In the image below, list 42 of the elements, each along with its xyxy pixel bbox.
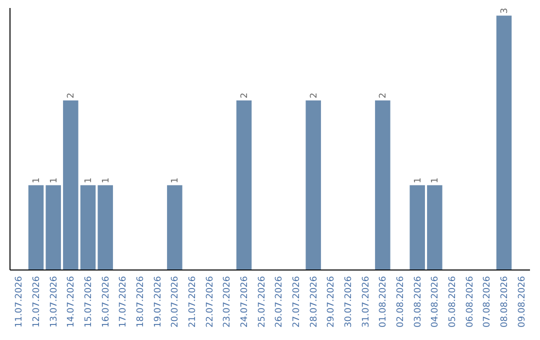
x-tick-label: 08.08.2026 [500,276,510,328]
x-tick-label: 30.07.2026 [344,276,354,328]
x-tick-label: 28.07.2026 [309,276,320,328]
x-tick-label: 21.07.2026 [188,276,198,328]
x-tick-label: 12.07.2026 [32,276,42,328]
data-label: 1 [170,177,181,184]
data-label: 1 [101,177,112,184]
data-label: 1 [430,177,441,184]
x-tick-label: 04.08.2026 [430,276,441,328]
x-tick-label: 18.07.2026 [136,276,146,328]
data-label: 1 [84,177,94,184]
data-label: 3 [500,8,510,14]
x-tick-label: 26.07.2026 [274,276,285,328]
data-label: 2 [240,92,250,98]
x-tick-label: 31.07.2026 [361,276,372,328]
x-tick-label: 03.08.2026 [413,276,424,328]
x-tick-label: 14.07.2026 [66,276,77,328]
x-tick-label: 17.07.2026 [118,276,129,328]
data-label: 2 [66,92,77,98]
x-tick-label: 11.07.2026 [14,276,25,328]
x-tick-label: 19.07.2026 [153,276,164,328]
x-tick-label: 02.08.2026 [396,276,406,328]
x-tick-label: 09.08.2026 [517,276,528,328]
x-tick-label: 07.08.2026 [482,276,493,328]
data-label: 1 [32,177,42,184]
data-label: 1 [49,177,60,184]
x-tick-label: 24.07.2026 [240,276,250,328]
x-tick-label: 20.07.2026 [170,276,181,328]
x-tick-label: 05.08.2026 [448,276,458,328]
x-tick-label: 27.07.2026 [292,276,302,328]
x-tick-label: 23.07.2026 [222,276,233,328]
x-tick-label: 25.07.2026 [257,276,268,328]
x-tick-label: 15.07.2026 [84,276,94,328]
data-label: 2 [309,92,320,98]
x-tick-label: 29.07.2026 [326,276,337,328]
x-tick-label: 06.08.2026 [465,276,476,328]
data-label: 2 [378,92,389,98]
x-tick-label: 22.07.2026 [205,276,216,328]
x-tick-label: 01.08.2026 [378,276,389,328]
x-tick-label: 13.07.2026 [49,276,60,328]
data-label: 1 [413,177,424,184]
x-tick-label: 16.07.2026 [101,276,112,328]
